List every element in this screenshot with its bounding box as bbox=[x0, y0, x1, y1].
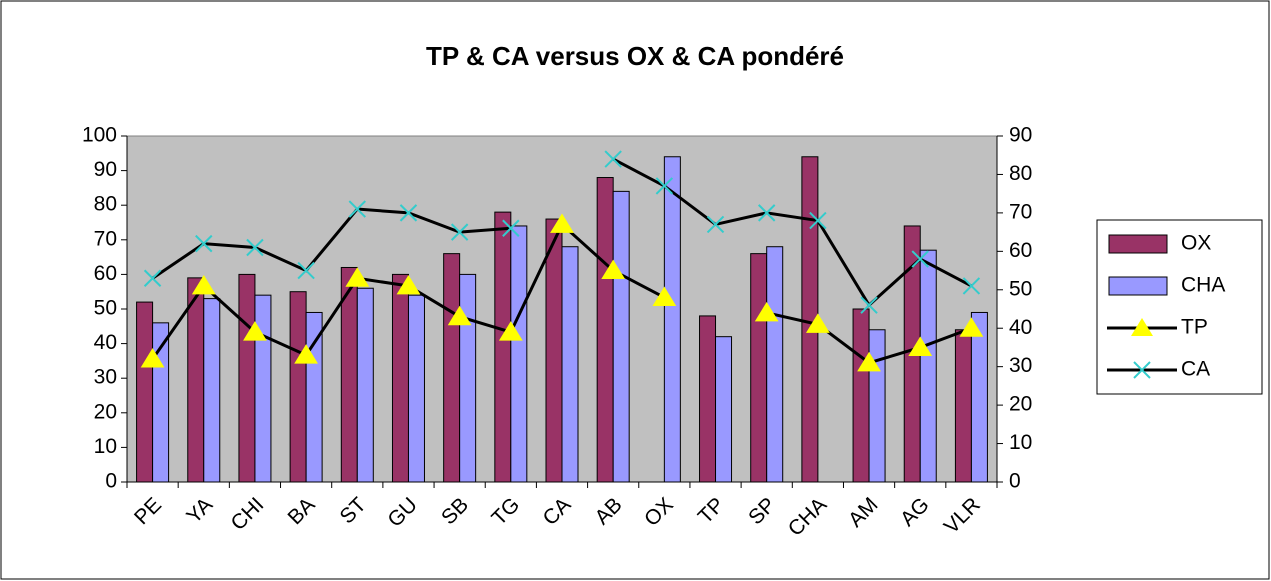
line-marker bbox=[191, 274, 216, 295]
line bbox=[151, 207, 511, 280]
y-tick-label: 60 bbox=[94, 262, 117, 285]
bar bbox=[750, 253, 768, 483]
chart-title: TP & CA versus OX & CA pondéré bbox=[426, 41, 844, 71]
line-marker bbox=[502, 219, 520, 237]
bar bbox=[868, 329, 886, 483]
bar bbox=[545, 218, 563, 483]
bar bbox=[970, 311, 988, 483]
line-marker bbox=[805, 313, 830, 333]
line-marker bbox=[860, 296, 878, 314]
bar bbox=[136, 301, 154, 483]
bar bbox=[510, 225, 528, 483]
line-marker bbox=[757, 204, 776, 222]
bar bbox=[203, 298, 221, 483]
line-marker bbox=[195, 234, 213, 253]
line-marker bbox=[140, 348, 165, 368]
y-tick-label: 80 bbox=[94, 193, 117, 216]
bar bbox=[391, 273, 409, 483]
bar bbox=[715, 336, 733, 483]
bar bbox=[596, 177, 614, 483]
y-tick-label: 50 bbox=[94, 297, 117, 320]
line-marker bbox=[450, 223, 469, 241]
bar bbox=[356, 287, 374, 483]
y2-tick-label: 30 bbox=[1009, 354, 1032, 377]
bar bbox=[919, 249, 937, 483]
bar bbox=[407, 294, 425, 483]
legend-label: CA bbox=[1181, 358, 1210, 381]
bar bbox=[699, 315, 717, 483]
legend-marker bbox=[1133, 361, 1151, 379]
line-marker bbox=[447, 305, 472, 326]
y-tick-label: 20 bbox=[94, 400, 117, 423]
bar bbox=[612, 190, 630, 483]
line-marker bbox=[294, 344, 319, 364]
line bbox=[612, 157, 973, 308]
line-marker bbox=[959, 317, 984, 337]
line-marker bbox=[754, 301, 779, 322]
line-marker bbox=[601, 259, 626, 280]
bar bbox=[561, 246, 579, 483]
line-marker bbox=[246, 238, 264, 257]
bar bbox=[443, 253, 461, 483]
legend-swatch bbox=[1108, 234, 1168, 254]
line-marker bbox=[706, 215, 725, 234]
y2-tick-label: 80 bbox=[1009, 162, 1032, 185]
bar bbox=[852, 308, 870, 483]
line-marker bbox=[908, 336, 933, 356]
bar bbox=[305, 311, 323, 483]
line-marker bbox=[550, 213, 574, 233]
bar bbox=[494, 211, 512, 483]
y2-tick-label: 60 bbox=[1009, 239, 1032, 262]
line-marker bbox=[243, 321, 267, 341]
y2-tick-label: 40 bbox=[1009, 316, 1032, 339]
line-marker bbox=[809, 211, 827, 230]
line-marker bbox=[652, 286, 677, 306]
line-marker bbox=[604, 150, 622, 168]
line-marker bbox=[857, 351, 881, 372]
line-marker bbox=[297, 261, 315, 280]
bar bbox=[254, 294, 272, 483]
bar bbox=[289, 291, 307, 483]
y2-tick-label: 70 bbox=[1009, 200, 1032, 223]
line-marker bbox=[399, 204, 418, 222]
legend-label: OX bbox=[1181, 232, 1211, 255]
legend-label: TP bbox=[1181, 316, 1208, 339]
y-tick-label: 90 bbox=[94, 158, 117, 181]
bar bbox=[766, 246, 784, 483]
y-tick-label: 100 bbox=[82, 124, 117, 147]
bar bbox=[954, 329, 972, 483]
line-marker bbox=[911, 250, 929, 268]
line-marker bbox=[498, 321, 523, 341]
y-tick-label: 30 bbox=[94, 366, 117, 389]
bar bbox=[663, 156, 681, 483]
y-tick-label: 0 bbox=[105, 470, 117, 493]
line-marker bbox=[345, 267, 370, 287]
y-tick-label: 10 bbox=[94, 435, 117, 458]
line-marker bbox=[962, 277, 981, 295]
legend-marker bbox=[1131, 318, 1153, 336]
line-marker bbox=[143, 269, 162, 287]
bar bbox=[238, 273, 256, 483]
line-marker bbox=[348, 200, 367, 218]
y2-tick-label: 10 bbox=[1009, 431, 1032, 454]
y2-tick-label: 20 bbox=[1009, 393, 1032, 416]
legend-swatch bbox=[1108, 276, 1168, 296]
line-marker bbox=[655, 177, 674, 195]
y2-tick-label: 50 bbox=[1009, 277, 1032, 300]
y-tick-label: 70 bbox=[94, 227, 117, 250]
y2-tick-label: 0 bbox=[1009, 470, 1021, 493]
bar bbox=[459, 273, 477, 483]
y2-tick-label: 90 bbox=[1009, 124, 1032, 147]
legend-label: CHA bbox=[1181, 274, 1225, 297]
bar bbox=[187, 277, 205, 483]
line-marker bbox=[396, 274, 421, 295]
y-tick-label: 40 bbox=[94, 331, 117, 354]
